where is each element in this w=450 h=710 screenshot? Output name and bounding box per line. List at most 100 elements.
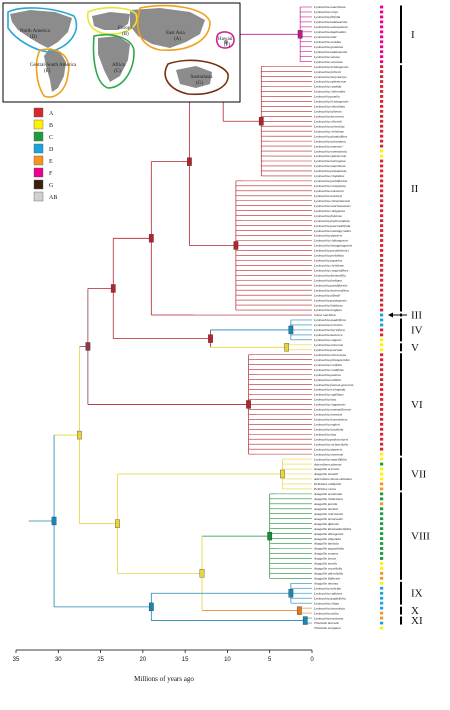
axis-tick-label: 20 — [140, 657, 147, 663]
taxon-label: Lysimachia fordiana — [313, 278, 342, 282]
taxon-label: Lysimachia congestiflora — [313, 269, 349, 273]
taxon-label: Lysimachia longipes — [313, 308, 343, 312]
area-marker — [380, 368, 384, 372]
taxon-label: Lysimachia peduncularis — [313, 437, 349, 441]
area-marker — [380, 576, 384, 580]
taxon-label: Lysimachia nummularia — [313, 149, 347, 153]
area-marker — [380, 293, 384, 297]
area-marker — [380, 626, 384, 630]
area-marker — [380, 403, 384, 406]
area-marker — [380, 40, 384, 44]
area-marker — [380, 50, 384, 54]
taxon-label: Lysimachia millietii — [313, 378, 341, 382]
taxon-label: Lysimachia patungensis — [313, 298, 347, 302]
area-marker — [380, 189, 384, 193]
area-marker — [380, 124, 384, 128]
taxon-label: Lysimachia davurica — [313, 333, 343, 337]
area-marker — [380, 194, 384, 198]
area-marker — [380, 184, 384, 188]
taxon-label: Lysimachia perfoliata — [313, 254, 344, 258]
taxon-label: Anagallis alternifolia — [313, 572, 343, 576]
area-marker — [380, 308, 384, 312]
node-box — [258, 117, 264, 126]
taxon-label: Anagallis barbata — [313, 542, 339, 546]
taxon-label: Lysimachia drymariflia — [313, 273, 346, 277]
area-marker — [380, 383, 384, 386]
area-marker — [380, 417, 384, 421]
clade-label-vii: VII — [411, 468, 427, 480]
taxon-label: Lysimachia dextrorsiflora — [313, 288, 349, 292]
area-marker — [380, 472, 384, 476]
area-marker — [380, 398, 384, 401]
taxon-label: Lysimachia asolia — [313, 611, 339, 615]
clade-label-ix: IX — [411, 588, 423, 600]
taxon-label: Asterolinon adoense — [313, 462, 342, 466]
area-marker — [380, 343, 384, 347]
taxon-label: Lysimachia paterna — [313, 373, 341, 377]
taxon-label: Lysimachia engleri — [313, 423, 340, 427]
taxon-label: Lysimachia paridiformis — [313, 283, 348, 287]
area-marker — [380, 348, 384, 352]
area-marker — [380, 154, 384, 158]
taxon-label: Lysimachia silvestrii — [313, 119, 342, 123]
area-marker — [380, 99, 384, 103]
taxon-label: Anagallis acuminata — [313, 492, 342, 496]
taxon-label: Lysimachia lichiangensis — [313, 65, 349, 69]
area-marker — [380, 199, 384, 203]
area-marker — [380, 586, 384, 590]
area-marker — [380, 581, 384, 585]
area-marker — [380, 358, 384, 362]
node-boxes — [51, 30, 308, 625]
taxon-label: Lysimachia hybrida — [313, 586, 341, 590]
taxon-label: Anagallis oligantha — [313, 537, 341, 541]
taxon-label: Lysimachia alfredii — [313, 293, 340, 297]
area-marker — [380, 65, 384, 69]
area-marker — [380, 45, 384, 49]
taxon-label: Lysimachia laxa — [313, 432, 337, 436]
taxon-label: Lysimachia iniki — [313, 35, 336, 39]
taxon-label: Lysimachia lanceolata — [313, 606, 345, 610]
area-marker — [380, 303, 384, 307]
area-marker — [380, 388, 384, 391]
taxon-label: Lysimachia clementsiensis — [313, 199, 351, 203]
area-marker — [380, 532, 384, 536]
area-marker — [380, 20, 384, 24]
area-marker — [380, 109, 384, 113]
area-marker — [380, 25, 384, 29]
taxon-label: Anagallis tenuicaulis — [313, 517, 343, 521]
node-box — [302, 616, 308, 625]
taxon-label: Anagallis filiformis — [313, 577, 341, 581]
area-marker — [380, 95, 384, 98]
area-marker — [380, 104, 384, 108]
area-marker — [380, 139, 384, 143]
area-marker — [380, 393, 384, 396]
area-marker — [380, 204, 384, 208]
clade-label-ii: II — [411, 183, 419, 195]
area-marker — [380, 318, 384, 322]
taxon-label: Lysimachia crispidens — [313, 174, 345, 178]
taxon-label: Anagallis rhodesiaca — [313, 497, 343, 501]
area-marker — [380, 557, 384, 560]
taxon-label: Anagallis tenuis — [313, 557, 337, 561]
area-marker — [380, 278, 384, 282]
area-marker — [380, 512, 384, 516]
area-marker — [380, 283, 384, 287]
area-marker — [380, 363, 384, 367]
taxon-label: Lysimachia quadriflora — [313, 318, 346, 322]
taxon-label: Lysimachia kalalauensis — [313, 20, 348, 24]
axis-tick-label: 5 — [268, 657, 272, 663]
taxon-label: Lysimachia hemsleyi — [313, 194, 342, 198]
area-marker — [380, 562, 384, 565]
node-box — [187, 157, 192, 166]
area-marker — [380, 447, 384, 451]
area-marker — [380, 467, 384, 471]
axis-tick-label: 25 — [97, 657, 104, 663]
node-box — [288, 325, 294, 335]
area-marker — [380, 179, 384, 183]
node-box — [296, 606, 302, 615]
taxon-label: Lysimachia filifolia — [313, 15, 341, 19]
node-box — [288, 589, 294, 598]
node-box — [148, 234, 154, 243]
